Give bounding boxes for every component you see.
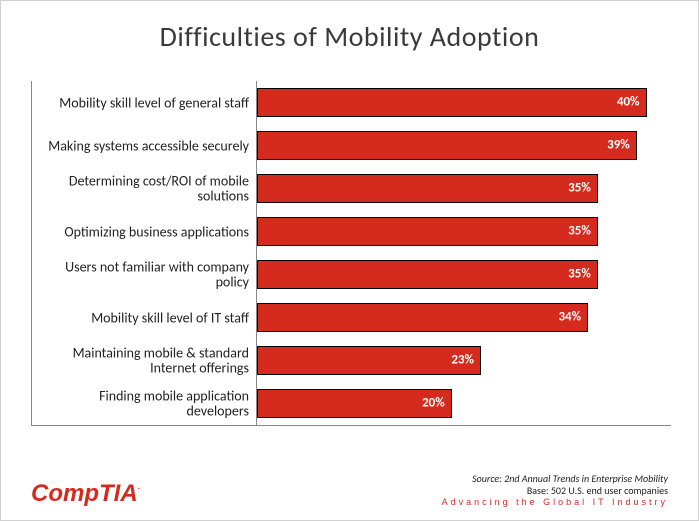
bar-label: Determining cost/ROI of mobile solutions xyxy=(40,173,255,204)
bar: 35% xyxy=(257,260,598,289)
source-line-2: Base: 502 U.S. end user companies xyxy=(442,485,668,497)
bar-label: Maintaining mobile & standard Internet o… xyxy=(40,345,255,376)
bar-value: 39% xyxy=(607,138,630,153)
bar-row: Determining cost/ROI of mobile solutions… xyxy=(32,167,671,210)
plot-region: Mobility skill level of general staff 40%… xyxy=(32,81,671,425)
footer: CompTIA. Source: 2nd Annual Trends in En… xyxy=(31,473,668,508)
bar: 34% xyxy=(257,303,588,332)
bar-track: 35% xyxy=(257,253,666,296)
bar-label: Optimizing business applications xyxy=(40,224,255,239)
logo-dot: . xyxy=(138,482,140,491)
bar-label: Mobility skill level of general staff xyxy=(40,95,255,110)
bar-track: 23% xyxy=(257,339,666,382)
bar-value: 35% xyxy=(568,267,591,282)
bar-label: Users not familiar with company policy xyxy=(40,259,255,290)
bar-label: Making systems accessible securely xyxy=(40,138,255,153)
bar-value: 34% xyxy=(558,310,581,325)
bar-value: 40% xyxy=(617,95,640,110)
bar-track: 34% xyxy=(257,296,666,339)
tagline: Advancing the Global IT Industry xyxy=(442,497,668,508)
bar-row: Mobility skill level of general staff 40% xyxy=(32,81,671,124)
bar-row: Optimizing business applications 35% xyxy=(32,210,671,253)
bar: 40% xyxy=(257,88,647,117)
bar-track: 35% xyxy=(257,210,666,253)
bar-value: 35% xyxy=(568,224,591,239)
bar: 39% xyxy=(257,131,637,160)
bar-value: 35% xyxy=(568,181,591,196)
bar-value: 23% xyxy=(451,353,474,368)
logo-text: CompTIA xyxy=(31,480,138,507)
bar: 20% xyxy=(257,389,452,418)
bar-row: Maintaining mobile & standard Internet o… xyxy=(32,339,671,382)
bar-row: Finding mobile application developers 20% xyxy=(32,382,671,425)
logo: CompTIA. xyxy=(31,480,140,508)
bar-label: Mobility skill level of IT staff xyxy=(40,310,255,325)
source-block: Source: 2nd Annual Trends in Enterprise … xyxy=(442,473,668,508)
chart-area: Mobility skill level of general staff 40%… xyxy=(31,81,671,426)
bar: 35% xyxy=(257,217,598,246)
bar-value: 20% xyxy=(422,396,445,411)
bar-row: Mobility skill level of IT staff 34% xyxy=(32,296,671,339)
bar: 35% xyxy=(257,174,598,203)
bar-track: 39% xyxy=(257,124,666,167)
bar: 23% xyxy=(257,346,481,375)
bar-track: 20% xyxy=(257,382,666,425)
bar-track: 35% xyxy=(257,167,666,210)
bar-row: Making systems accessible securely 39% xyxy=(32,124,671,167)
bar-track: 40% xyxy=(257,81,666,124)
bar-label: Finding mobile application developers xyxy=(40,388,255,419)
bar-row: Users not familiar with company policy 35… xyxy=(32,253,671,296)
chart-title: Difficulties of Mobility Adoption xyxy=(1,1,698,64)
